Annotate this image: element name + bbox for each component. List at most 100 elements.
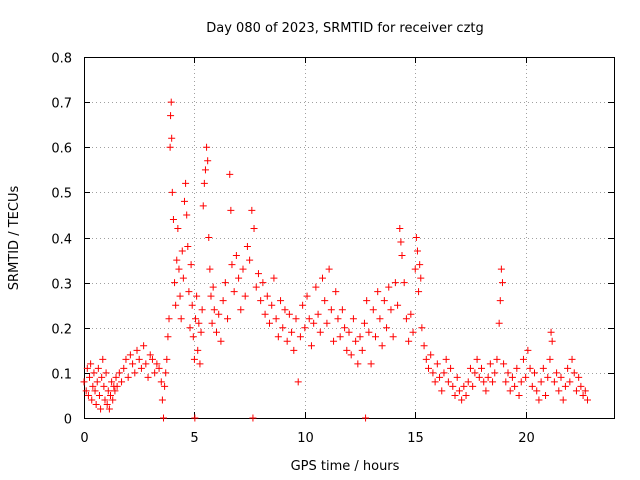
data-point bbox=[484, 373, 492, 381]
data-point bbox=[239, 265, 247, 273]
data-point bbox=[194, 346, 202, 354]
data-point bbox=[274, 333, 282, 341]
data-point bbox=[387, 306, 395, 314]
data-point bbox=[248, 206, 256, 214]
data-point bbox=[330, 337, 338, 345]
y-tick-label: 0.3 bbox=[51, 278, 72, 293]
data-point bbox=[537, 378, 545, 386]
data-point bbox=[473, 355, 481, 363]
data-point bbox=[203, 143, 211, 151]
data-point bbox=[440, 369, 448, 377]
data-point bbox=[129, 360, 137, 368]
data-point bbox=[187, 261, 195, 269]
data-point bbox=[504, 369, 512, 377]
data-point bbox=[230, 288, 238, 296]
data-point bbox=[299, 301, 307, 309]
x-tick-label: 20 bbox=[518, 431, 535, 446]
data-point bbox=[307, 342, 315, 350]
data-point bbox=[581, 387, 589, 395]
data-point bbox=[548, 337, 556, 345]
data-point bbox=[325, 265, 333, 273]
data-point bbox=[515, 391, 523, 399]
data-point bbox=[447, 364, 455, 372]
data-point bbox=[111, 387, 119, 395]
data-point bbox=[389, 333, 397, 341]
data-point bbox=[224, 315, 232, 323]
data-point bbox=[191, 414, 199, 422]
data-point bbox=[478, 364, 485, 372]
x-tick-label: 0 bbox=[80, 431, 88, 446]
data-point bbox=[190, 355, 198, 363]
data-point bbox=[84, 391, 92, 399]
data-point bbox=[451, 391, 459, 399]
data-point bbox=[196, 360, 204, 368]
data-point bbox=[316, 328, 324, 336]
data-point bbox=[341, 324, 349, 332]
data-point bbox=[431, 378, 439, 386]
data-point bbox=[95, 391, 103, 399]
data-point bbox=[107, 391, 114, 399]
data-point bbox=[126, 351, 134, 359]
data-point bbox=[453, 373, 461, 381]
y-axis-label: SRMTID / TECUs bbox=[7, 186, 22, 291]
x-tick-label: 5 bbox=[190, 431, 198, 446]
data-point bbox=[577, 382, 585, 390]
data-point bbox=[369, 306, 377, 314]
data-point bbox=[175, 265, 183, 273]
data-point bbox=[407, 310, 415, 318]
data-point bbox=[87, 360, 95, 368]
data-point bbox=[460, 382, 468, 390]
data-point bbox=[356, 333, 364, 341]
data-point bbox=[303, 292, 311, 300]
data-point bbox=[100, 382, 108, 390]
data-point bbox=[270, 274, 278, 282]
data-point bbox=[168, 188, 176, 196]
data-point bbox=[174, 224, 182, 232]
data-point bbox=[296, 333, 304, 341]
data-point bbox=[526, 364, 534, 372]
y-tick-label: 0 bbox=[64, 413, 72, 428]
data-point bbox=[197, 328, 205, 336]
data-point bbox=[539, 364, 547, 372]
data-point bbox=[277, 297, 285, 305]
data-point bbox=[482, 387, 490, 395]
data-point bbox=[198, 306, 206, 314]
data-point bbox=[385, 283, 393, 291]
data-point bbox=[394, 301, 402, 309]
y-tick-label: 0.6 bbox=[51, 142, 72, 157]
data-point bbox=[502, 378, 510, 386]
data-point bbox=[182, 179, 190, 187]
data-point bbox=[334, 315, 342, 323]
data-point bbox=[572, 387, 580, 395]
data-point bbox=[402, 315, 410, 323]
data-point bbox=[148, 355, 156, 363]
data-point bbox=[327, 306, 335, 314]
data-point bbox=[336, 333, 344, 341]
y-tick-label: 0.7 bbox=[51, 97, 72, 112]
data-point bbox=[413, 247, 421, 255]
data-point bbox=[362, 414, 370, 422]
data-point bbox=[160, 414, 167, 422]
data-point bbox=[243, 243, 251, 251]
data-point bbox=[215, 310, 223, 318]
data-point bbox=[166, 143, 174, 151]
data-point bbox=[533, 387, 541, 395]
data-point bbox=[135, 355, 143, 363]
data-point bbox=[257, 297, 265, 305]
data-point bbox=[168, 134, 176, 142]
data-point bbox=[102, 369, 110, 377]
data-point bbox=[235, 274, 243, 282]
data-point bbox=[290, 346, 298, 354]
data-point bbox=[161, 382, 169, 390]
data-point bbox=[246, 256, 254, 264]
data-point bbox=[91, 387, 99, 395]
data-point bbox=[90, 369, 98, 377]
data-point bbox=[547, 328, 555, 336]
data-point bbox=[186, 324, 194, 332]
data-point bbox=[204, 157, 212, 165]
data-point bbox=[283, 337, 291, 345]
data-point bbox=[163, 355, 171, 363]
y-tick-label: 0.4 bbox=[51, 233, 72, 248]
x-tick-label: 10 bbox=[297, 431, 314, 446]
data-point bbox=[345, 328, 353, 336]
